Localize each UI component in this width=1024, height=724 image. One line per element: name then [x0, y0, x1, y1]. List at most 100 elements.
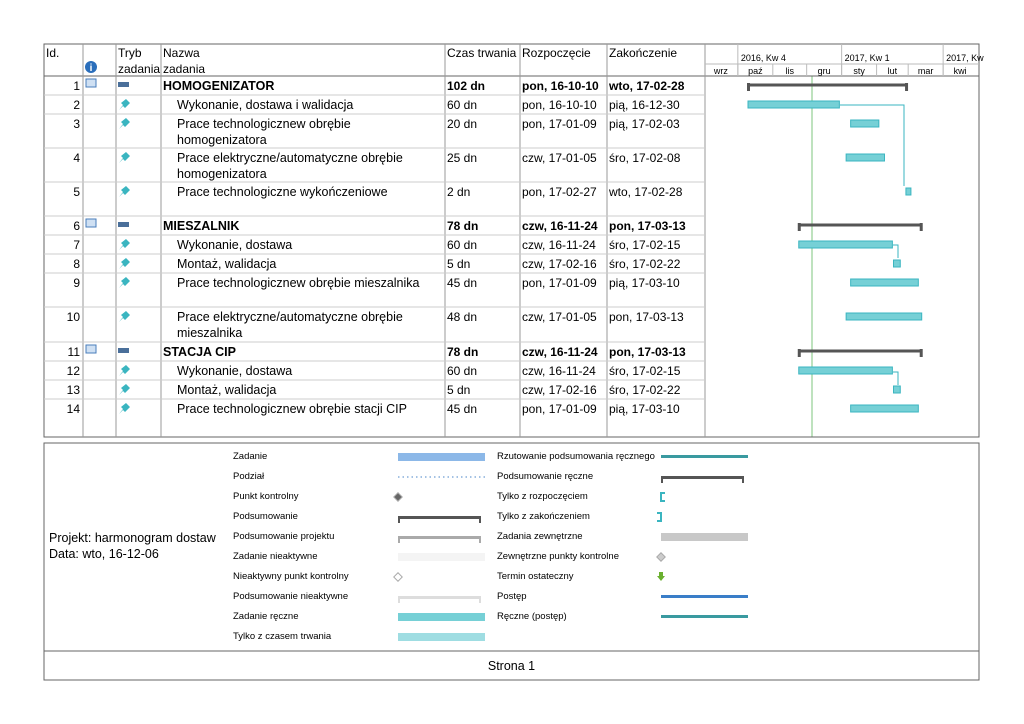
legend-symbol: [479, 516, 481, 523]
task-finish: śro, 17-02-22: [609, 383, 681, 397]
legend-label: Termin ostateczny: [497, 571, 574, 582]
legend-label: Rzutowanie podsumowania ręcznego: [497, 451, 655, 462]
column-header: Zakończenie: [609, 46, 678, 60]
task-start: pon, 17-01-09: [522, 276, 597, 290]
indicator-icon: [85, 218, 97, 228]
task-duration: 60 dn: [447, 364, 478, 378]
dependency-arrow: [893, 371, 899, 385]
legend-symbol: [661, 476, 744, 479]
task-duration: 45 dn: [447, 276, 478, 290]
task-start: pon, 16-10-10: [522, 79, 599, 93]
border: [43, 43, 980, 438]
legend-label: Podsumowanie nieaktywne: [233, 591, 349, 602]
task-duration: 2 dn: [447, 185, 471, 199]
mode-icon: [119, 186, 130, 197]
task-duration: 48 dn: [447, 310, 478, 324]
legend-label: Nieaktywny punkt kontrolny: [233, 571, 349, 582]
task-name: Prace technologicznew obrębie mieszalnik…: [177, 276, 420, 290]
legend-symbol: [656, 552, 666, 562]
task-finish: pią, 16-12-30: [609, 98, 680, 112]
legend-symbol: [479, 596, 481, 603]
task-finish: śro, 17-02-22: [609, 257, 681, 271]
legend-symbol: [398, 596, 481, 599]
quarter-label: 2017, Kw 1: [845, 53, 890, 63]
legend-symbol: [398, 633, 485, 641]
dependency-arrow: [840, 104, 905, 186]
footer: Strona 1: [487, 659, 536, 673]
task-name: Montaż, walidacja: [177, 257, 277, 271]
task-name: Prace elektryczne/automatyczne obrębie h…: [177, 151, 403, 181]
task-duration: 102 dn: [447, 79, 486, 93]
task-duration: 25 dn: [447, 151, 478, 165]
legend-label: Zadanie nieaktywne: [233, 551, 318, 562]
legend-label: Zadanie ręczne: [233, 611, 299, 622]
legend-label: Podział: [233, 471, 265, 482]
task-name: STACJA CIP: [163, 345, 236, 359]
task-finish: wto, 17-02-28: [609, 79, 685, 93]
task-name: Wykonanie, dostawa: [177, 238, 293, 252]
dependency-arrow: [893, 244, 899, 258]
task-bar: [850, 278, 919, 287]
month-label: gru: [818, 66, 831, 76]
task-finish: śro, 17-02-15: [609, 364, 681, 378]
mode-icon: [119, 152, 130, 163]
task-name: Montaż, walidacja: [177, 383, 277, 397]
task-id: 6: [73, 219, 80, 233]
summary-cap: [919, 349, 923, 357]
task-start: pon, 17-01-09: [522, 117, 597, 131]
summary-cap: [797, 349, 801, 357]
task-name: Wykonanie, dostawa: [177, 364, 293, 378]
legend-label: Tylko z zakończeniem: [497, 511, 590, 522]
task-duration: 20 dn: [447, 117, 478, 131]
task-bar: [845, 153, 885, 162]
task-id: 1: [73, 79, 80, 93]
task-duration: 45 dn: [447, 402, 478, 416]
project-date: Data: wto, 16-12-06: [49, 547, 159, 561]
mode-icon: [119, 311, 130, 322]
summary-cap: [919, 223, 923, 231]
task-id: 10: [66, 310, 80, 324]
task-name: Prace elektryczne/automatyczne obrębie m…: [177, 310, 403, 340]
task-id: 4: [73, 151, 80, 165]
legend-symbol: [393, 572, 403, 582]
legend-symbol: [398, 596, 400, 603]
legend-symbol: [398, 516, 400, 523]
task-start: pon, 16-10-10: [522, 98, 597, 112]
legend-symbol: [398, 553, 485, 561]
column-header: Nazwa zadania: [163, 46, 206, 76]
legend-label: Ręczne (postęp): [497, 611, 567, 622]
task-bar: [798, 240, 893, 249]
legend-symbol: [657, 512, 662, 522]
task-duration: 5 dn: [447, 383, 471, 397]
indicator-icon: [85, 78, 97, 88]
column-header: Czas trwania: [447, 46, 517, 60]
legend-label: Zewnętrzne punkty kontrolne: [497, 551, 619, 562]
legend-symbol: [661, 595, 748, 598]
border: [43, 650, 980, 681]
legend-label: Podsumowanie projektu: [233, 531, 335, 542]
info-icon: [85, 61, 97, 73]
month-label: mar: [918, 66, 934, 76]
task-id: 7: [73, 238, 80, 252]
task-start: czw, 17-01-05: [522, 151, 597, 165]
month-label: lut: [888, 66, 898, 76]
legend-symbol: [398, 536, 400, 543]
legend-symbol: [661, 455, 748, 458]
mode-icon: [118, 82, 129, 87]
legend-label: Tylko z czasem trwania: [233, 631, 332, 642]
task-finish: pon, 17-03-13: [609, 219, 686, 233]
column-header: Id.: [46, 46, 60, 60]
task-id: 5: [73, 185, 80, 199]
legend-label: Punkt kontrolny: [233, 491, 299, 502]
mode-icon: [119, 384, 130, 395]
quarter-label: 2017, Kw: [946, 53, 984, 63]
month-label: lis: [785, 66, 794, 76]
legend-symbol: [660, 492, 665, 502]
task-finish: śro, 17-02-08: [609, 151, 681, 165]
legend-label: Postęp: [497, 591, 527, 602]
legend-symbol: [661, 615, 748, 618]
summary-cap: [797, 223, 801, 231]
month-label: sty: [853, 66, 865, 76]
month-label: paź: [748, 66, 763, 76]
